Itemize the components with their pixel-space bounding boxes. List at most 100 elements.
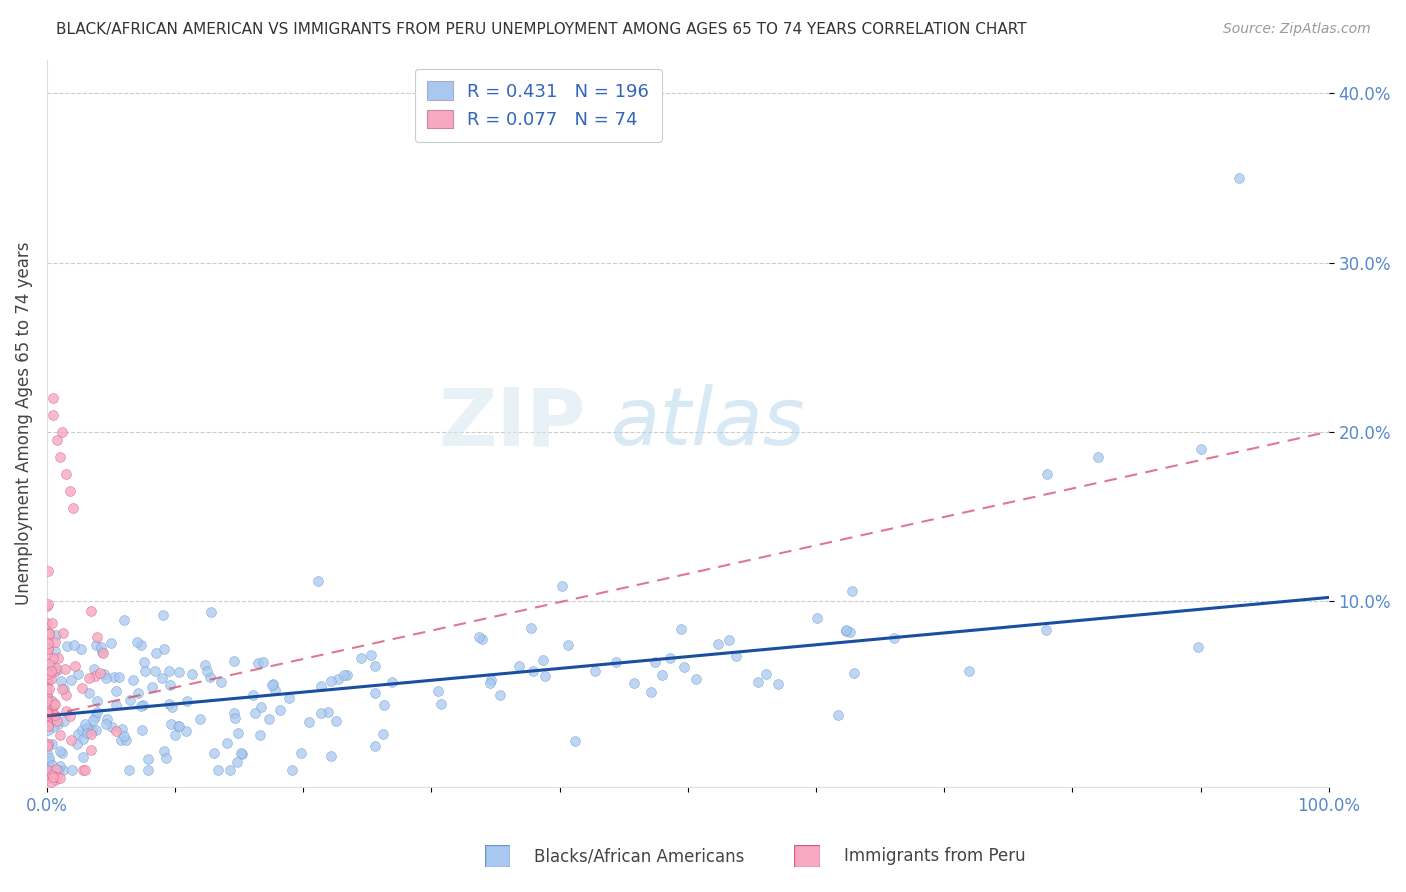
Point bbox=[166, 719, 188, 733]
Point bbox=[37, 635, 59, 649]
Point bbox=[53, 681, 76, 696]
Point bbox=[132, 698, 155, 712]
Point bbox=[479, 676, 502, 690]
Point bbox=[263, 676, 285, 690]
Point bbox=[48, 728, 70, 742]
Point bbox=[508, 659, 530, 673]
Point bbox=[37, 702, 59, 716]
Point bbox=[152, 608, 174, 623]
Point bbox=[644, 655, 666, 669]
Point bbox=[360, 648, 382, 663]
Point bbox=[56, 639, 79, 653]
Point bbox=[77, 686, 100, 700]
Point bbox=[520, 621, 543, 635]
Point bbox=[44, 697, 66, 711]
Point bbox=[100, 636, 122, 650]
Text: Immigrants from Peru: Immigrants from Peru bbox=[844, 847, 1025, 865]
Point bbox=[112, 729, 135, 743]
Point bbox=[39, 774, 62, 789]
Text: Blacks/African Americans: Blacks/African Americans bbox=[534, 847, 745, 865]
Point bbox=[103, 670, 125, 684]
Point bbox=[72, 681, 94, 695]
Point bbox=[112, 613, 135, 627]
Point bbox=[39, 665, 62, 680]
Point bbox=[551, 579, 574, 593]
Point bbox=[134, 664, 156, 678]
Point bbox=[155, 751, 177, 765]
Point bbox=[70, 723, 93, 737]
Point bbox=[46, 433, 69, 447]
Point bbox=[215, 736, 238, 750]
Point bbox=[1227, 171, 1250, 186]
Point bbox=[72, 731, 94, 746]
Point bbox=[49, 759, 72, 773]
Text: BLACK/AFRICAN AMERICAN VS IMMIGRANTS FROM PERU UNEMPLOYMENT AMONG AGES 65 TO 74 : BLACK/AFRICAN AMERICAN VS IMMIGRANTS FRO… bbox=[56, 22, 1026, 37]
Point bbox=[37, 635, 59, 649]
Point bbox=[42, 391, 65, 405]
Point bbox=[38, 626, 60, 640]
Point bbox=[39, 694, 62, 708]
Point bbox=[122, 673, 145, 687]
Point bbox=[141, 680, 163, 694]
Point bbox=[42, 711, 65, 725]
Point bbox=[37, 564, 59, 578]
Point bbox=[364, 659, 387, 673]
Point bbox=[623, 676, 645, 690]
Point bbox=[37, 706, 59, 721]
Point bbox=[104, 698, 127, 712]
Point bbox=[37, 746, 59, 760]
Point bbox=[37, 737, 59, 751]
Point bbox=[96, 712, 118, 726]
Point bbox=[35, 708, 58, 723]
Point bbox=[41, 615, 63, 630]
Point bbox=[37, 667, 59, 681]
Point bbox=[839, 624, 862, 639]
Point bbox=[37, 763, 59, 777]
Point bbox=[766, 676, 789, 690]
Point bbox=[82, 723, 104, 737]
Point bbox=[37, 597, 59, 611]
Point bbox=[83, 668, 105, 682]
Point bbox=[101, 720, 124, 734]
Point bbox=[35, 670, 58, 684]
Point bbox=[157, 697, 180, 711]
Point bbox=[63, 658, 86, 673]
Point bbox=[42, 408, 65, 422]
Point bbox=[127, 686, 149, 700]
Point bbox=[62, 638, 84, 652]
Point bbox=[222, 654, 245, 668]
Point bbox=[298, 715, 321, 730]
Point bbox=[672, 659, 695, 673]
Point bbox=[77, 671, 100, 685]
Point bbox=[38, 754, 60, 768]
Point bbox=[84, 723, 107, 737]
Point bbox=[118, 693, 141, 707]
Point bbox=[426, 683, 449, 698]
Point bbox=[104, 723, 127, 738]
Point bbox=[835, 623, 858, 637]
Point bbox=[844, 665, 866, 680]
Point bbox=[89, 665, 111, 680]
Point bbox=[224, 706, 246, 720]
Point bbox=[350, 650, 373, 665]
Point bbox=[531, 653, 554, 667]
Point bbox=[45, 628, 67, 642]
Point bbox=[333, 667, 356, 681]
Point bbox=[35, 708, 58, 723]
Point bbox=[246, 657, 269, 671]
Point bbox=[35, 706, 58, 720]
Point bbox=[59, 483, 82, 498]
Point bbox=[37, 711, 59, 725]
Point bbox=[224, 711, 246, 725]
Point bbox=[194, 658, 217, 673]
Point bbox=[38, 627, 60, 641]
Point bbox=[105, 684, 128, 698]
Point bbox=[319, 748, 342, 763]
Point bbox=[49, 743, 72, 757]
Point bbox=[35, 690, 58, 704]
Point bbox=[229, 746, 252, 760]
Point bbox=[209, 674, 232, 689]
Point bbox=[685, 672, 707, 686]
Point bbox=[806, 611, 828, 625]
Y-axis label: Unemployment Among Ages 65 to 74 years: Unemployment Among Ages 65 to 74 years bbox=[15, 242, 32, 605]
